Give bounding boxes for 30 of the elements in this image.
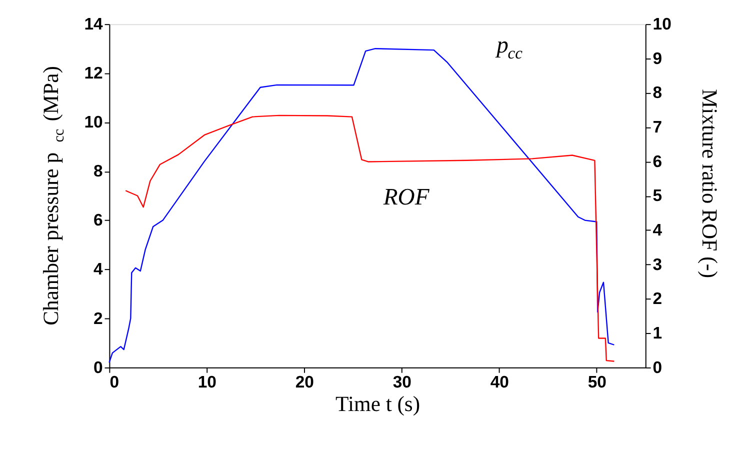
- x-tick-label: 0: [110, 372, 120, 392]
- x-tick-label: 40: [490, 372, 509, 392]
- line-series: [124, 114, 615, 362]
- x-tick-label: 10: [198, 372, 216, 392]
- y2-tick-label: 9: [652, 48, 662, 68]
- y2-tick-label: 10: [652, 14, 672, 34]
- series-label: ROF: [382, 184, 430, 211]
- y2-tick-label: 8: [652, 83, 662, 102]
- y2-axis-title: Mixture ratio ROF (-): [697, 88, 722, 278]
- x-axis-title: Time t (s): [336, 392, 420, 416]
- x-tick-label: 50: [588, 372, 606, 392]
- y-tick-label: 8: [93, 162, 103, 181]
- y2-tick-label: 1: [652, 324, 662, 343]
- y-tick-label: 14: [84, 14, 104, 34]
- y-tick-label: 12: [84, 64, 103, 83]
- y2-tick-label: 4: [652, 220, 663, 240]
- y-tick-label: 0: [93, 358, 103, 377]
- y2-tick-label: 5: [652, 186, 662, 206]
- y-tick-label: 6: [93, 210, 103, 230]
- y2-tick-label: 2: [652, 289, 662, 308]
- y-tick-label: 4: [93, 260, 104, 279]
- y-tick-label: 2: [93, 308, 103, 328]
- y2-tick-label: 0: [652, 358, 662, 377]
- y2-tick-label: 7: [652, 118, 662, 136]
- y-tick-label: 10: [84, 112, 103, 132]
- x-tick-label: 20: [295, 372, 314, 392]
- y2-tick-label: 3: [652, 254, 662, 274]
- y-axis-title: Chamber pressure pcc (MPa): [39, 66, 68, 326]
- y2-tick-label: 6: [652, 152, 662, 171]
- x-tick-label: 30: [392, 372, 412, 392]
